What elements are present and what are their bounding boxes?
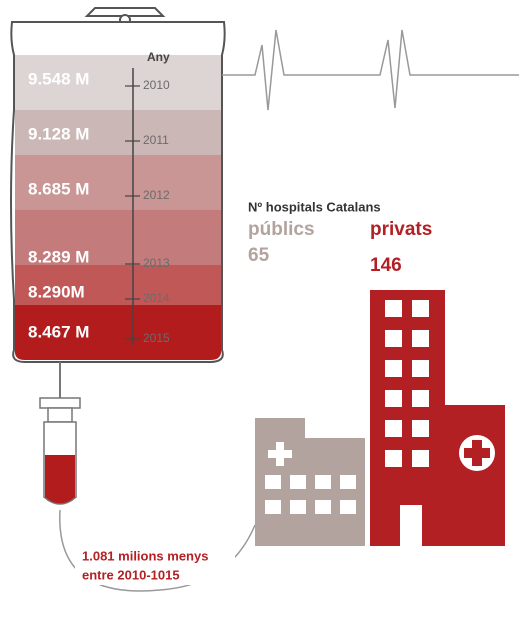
infographic: Any 9.548 M 2010 9.128 M 2011 8.685 M 2012 8.2… xyxy=(0,0,519,618)
private-count: 146 xyxy=(370,255,402,276)
connector xyxy=(48,408,72,422)
public-count: 65 xyxy=(248,245,270,266)
public-label: públics xyxy=(248,219,315,240)
heartbeat-line xyxy=(222,30,519,110)
row-value: 8.289 M xyxy=(28,247,89,266)
drip-fluid xyxy=(45,455,75,504)
row-year: 2012 xyxy=(143,188,170,202)
row-value: 8.685 M xyxy=(28,179,89,198)
building xyxy=(440,405,505,546)
private-hospital xyxy=(370,290,505,546)
row-year: 2014 xyxy=(143,291,170,305)
row-value: 9.548 M xyxy=(28,69,89,88)
axis-label: Any xyxy=(147,50,170,64)
bag-bands xyxy=(15,55,221,360)
row-value: 9.128 M xyxy=(28,124,89,143)
note-line: 1.081 milions menys xyxy=(82,548,208,563)
row-year: 2013 xyxy=(143,256,170,270)
row-year: 2010 xyxy=(143,78,170,92)
note-line: entre 2010-1015 xyxy=(82,567,180,582)
hospitals-title: Nº hospitals Catalans xyxy=(248,199,381,214)
row-value: 8.290M xyxy=(28,282,85,301)
public-hospital xyxy=(255,418,365,546)
row-value: 8.467 M xyxy=(28,322,89,341)
private-label: privats xyxy=(370,219,432,240)
row-year: 2015 xyxy=(143,331,170,345)
row-year: 2011 xyxy=(143,133,169,147)
connector xyxy=(40,398,80,408)
